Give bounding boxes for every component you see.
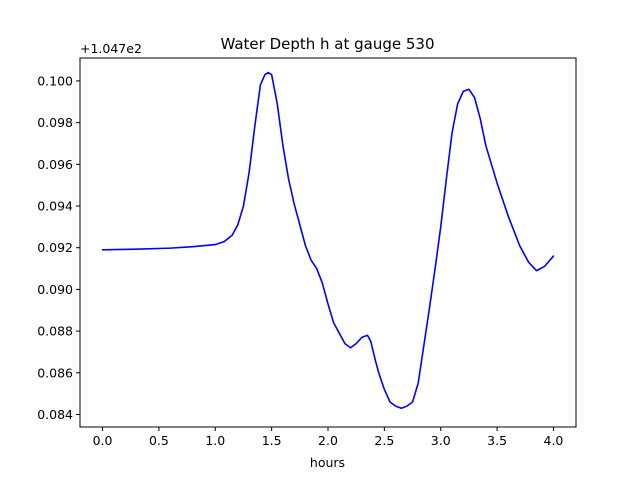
y-tick-label: 0.086 [37,365,73,380]
y-offset-label: +1.047e2 [80,41,142,56]
chart-title: Water Depth h at gauge 530 [220,35,434,53]
x-tick-label: 0.5 [149,433,169,448]
plot-area: 0.0 0.5 1.0 1.5 2.0 2.5 3.0 3.5 4.0 0.084 0.086 0.0… [37,57,577,448]
y-tick-label: 0.092 [37,240,73,255]
x-tick-label: 1.5 [262,433,282,448]
y-tick-label: 0.090 [37,282,73,297]
x-tick-label: 3.0 [431,433,451,448]
x-tick-label: 4.0 [544,433,564,448]
x-tick-label: 2.5 [374,433,394,448]
y-tick-label: 0.098 [37,115,73,130]
x-tick-label: 1.0 [205,433,225,448]
x-tick-label: 2.0 [318,433,338,448]
x-tick-label: 0.0 [93,433,113,448]
y-tick-label: 0.096 [37,157,73,172]
series-line-0 [101,71,555,410]
y-tick-label: 0.084 [37,407,73,422]
axes-frame [79,57,577,428]
y-tick-label: 0.088 [37,324,73,339]
y-tick-label: 0.094 [37,199,73,214]
x-axis-label: hours [310,455,345,470]
y-tick-label: 0.100 [37,73,73,88]
x-tick-label: 3.5 [487,433,507,448]
